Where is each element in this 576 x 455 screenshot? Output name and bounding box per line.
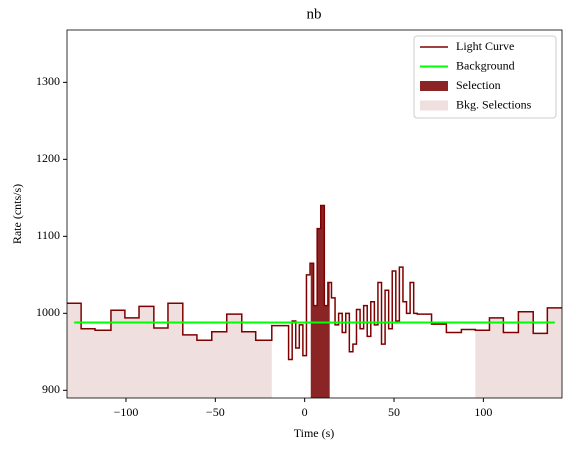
selection-area [67, 303, 272, 398]
x-tick-label: −100 [114, 405, 139, 419]
legend-patch [420, 100, 448, 111]
legend-label: Bkg. Selections [456, 97, 532, 111]
legend-box [413, 35, 557, 119]
y-tick-label: 1000 [36, 305, 60, 319]
selection-area [475, 307, 562, 398]
selection-group [67, 303, 272, 398]
light-curve [67, 204, 562, 361]
legend-patch [420, 81, 448, 91]
legend-label: Light Curve [456, 39, 514, 53]
x-tick-label: 0 [302, 405, 308, 419]
y-tick-label: 900 [42, 382, 60, 396]
x-axis-label: Time (s) [294, 426, 335, 440]
selection-group [310, 205, 330, 398]
y-tick-label: 1300 [36, 74, 60, 88]
x-tick-label: 100 [474, 405, 492, 419]
x-tick-label: 50 [388, 405, 400, 419]
selection-area [310, 205, 330, 398]
x-tick-label: −50 [206, 405, 225, 419]
selection-group [475, 307, 562, 398]
y-axis-label: Rate (cnts/s) [10, 184, 24, 244]
y-tick-label: 1100 [36, 228, 60, 242]
y-tick-label: 1200 [36, 151, 60, 165]
axes-frame [66, 29, 563, 399]
plot-area [67, 204, 562, 361]
legend-label: Selection [456, 78, 501, 92]
chart-title: nb [307, 6, 322, 22]
legend-label: Background [456, 58, 515, 72]
